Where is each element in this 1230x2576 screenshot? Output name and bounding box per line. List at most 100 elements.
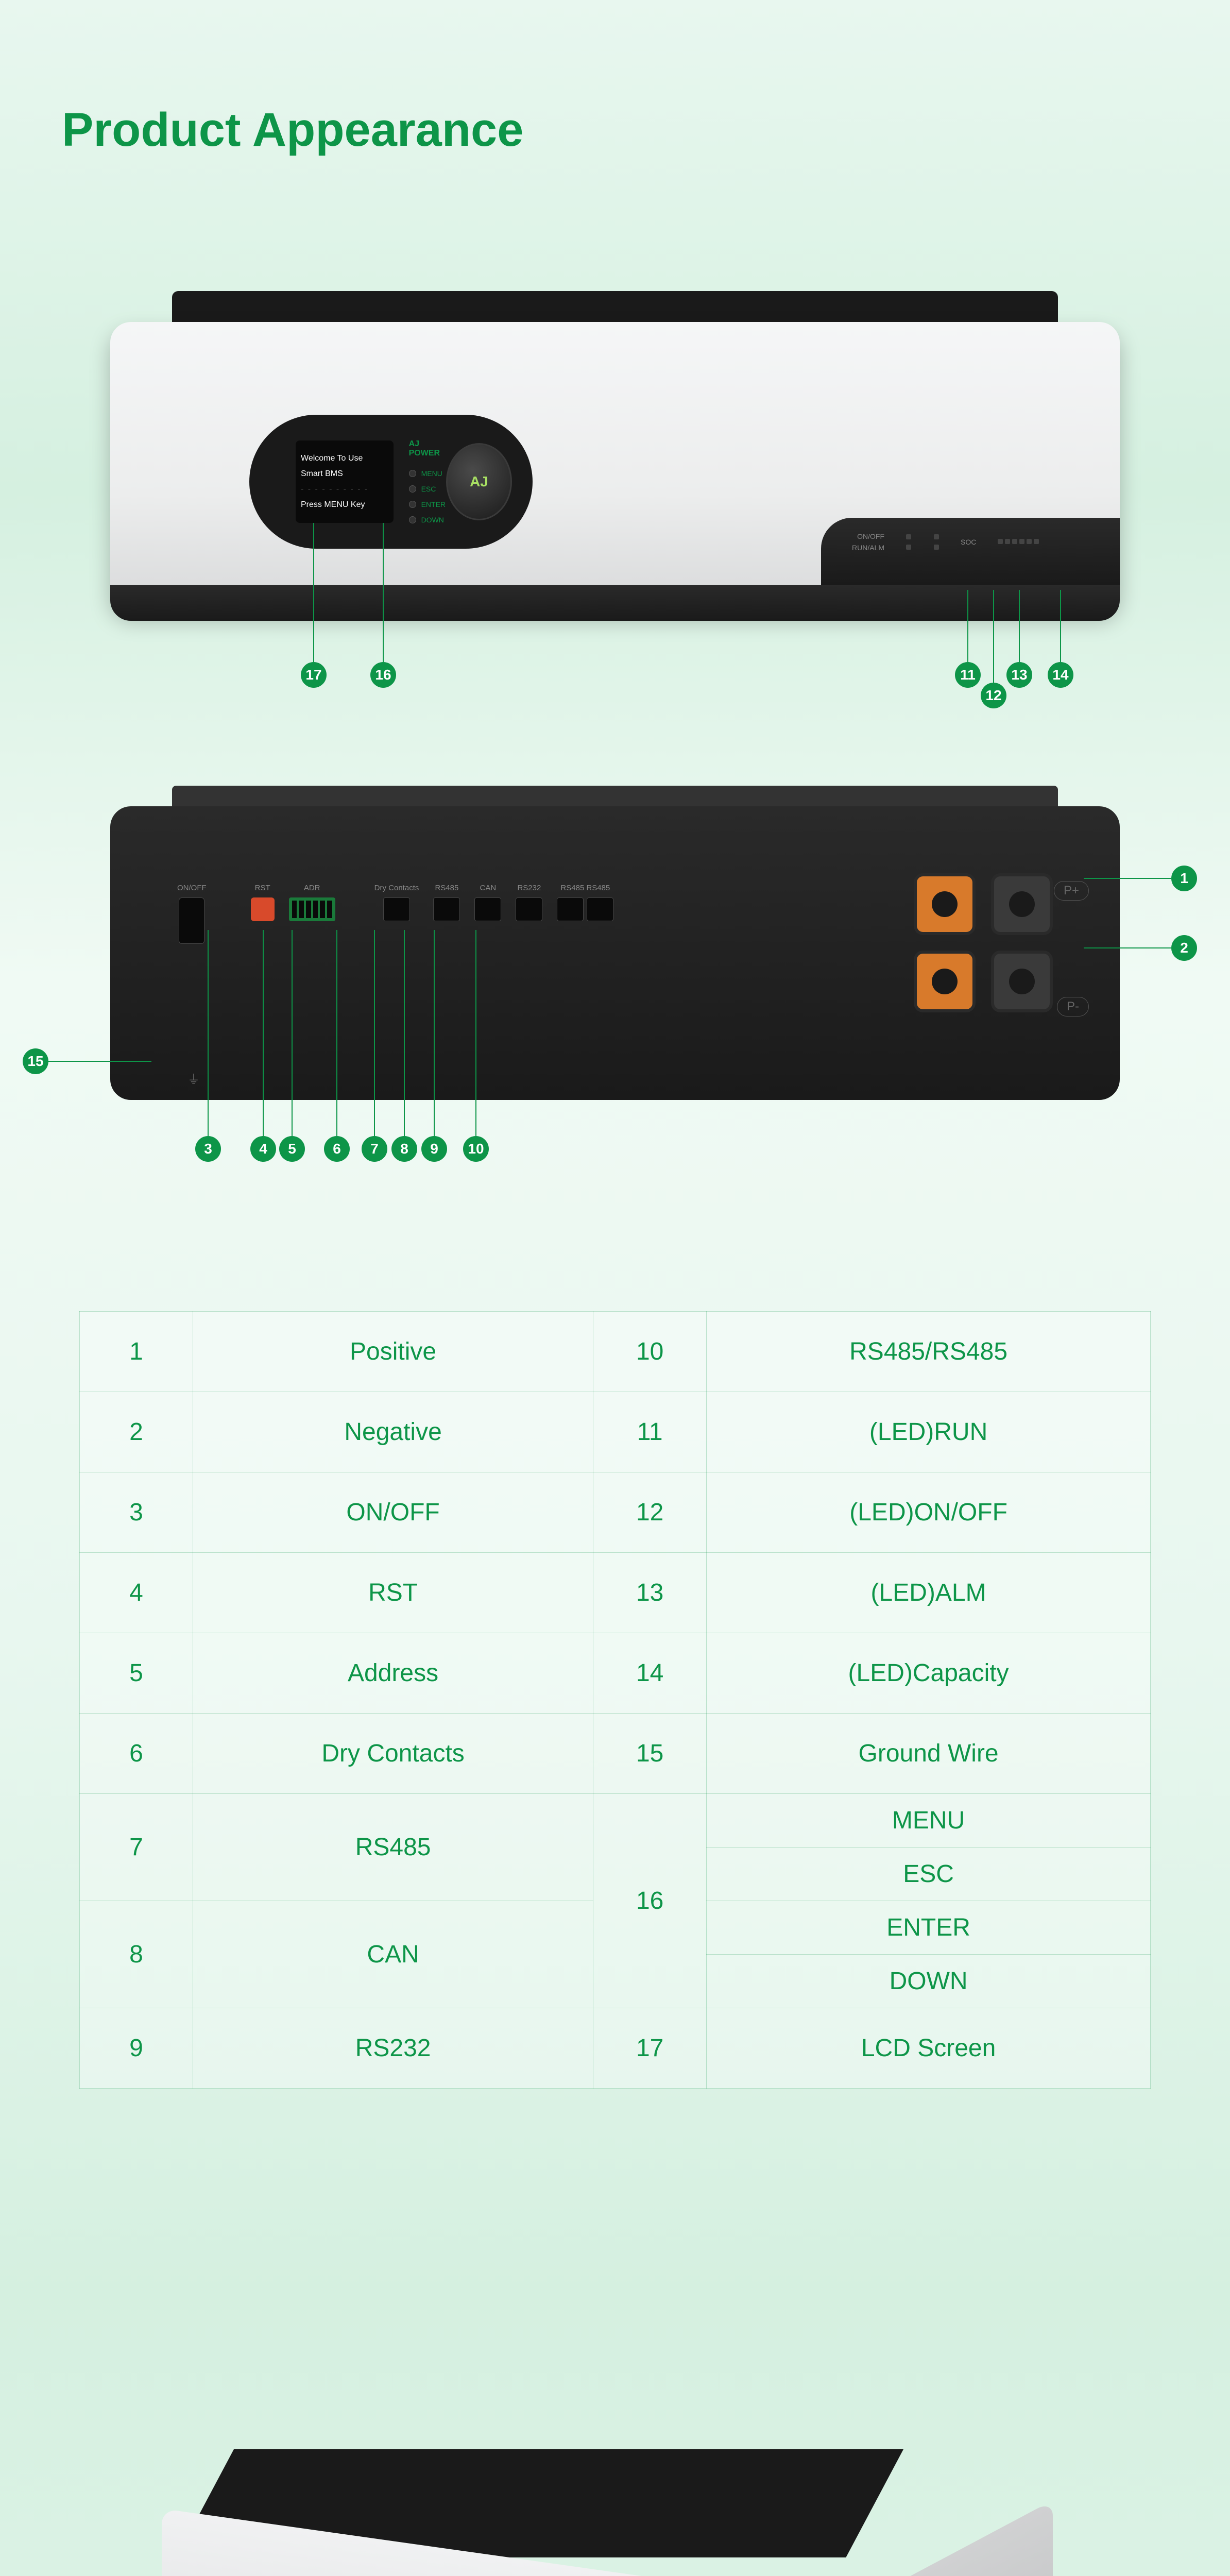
address-dip[interactable]: ADR [289,884,335,921]
callout-16: 16 [370,662,396,688]
positive-socket[interactable] [991,873,1053,935]
table-cell: RS485 [193,1794,593,1901]
table-row: 3ON/OFF12(LED)ON/OFF [80,1472,1151,1553]
table-cell: 8 [80,1901,193,2008]
callout-11: 11 [955,662,981,688]
led-onoff-label: ON/OFF [857,532,884,540]
led-strip: ON/OFF RUN/ALM SOC [852,532,1040,552]
table-cell: 4 [80,1553,193,1633]
led-indicator [906,545,911,550]
callout-12: 12 [981,683,1006,708]
callout-line [1019,590,1020,662]
table-cell: MENU [707,1794,1151,1848]
callout-4: 4 [250,1136,276,1162]
onoff-switch[interactable]: ON/OFF [177,884,207,944]
p-minus-label: P- [1057,997,1089,1016]
lcd-divider: - - - - - - - - - - [301,485,388,494]
led-indicator [934,545,939,550]
callout-line [967,590,968,662]
menu-button[interactable]: MENU [409,469,446,478]
negative-socket[interactable] [991,951,1053,1012]
front-notch: ON/OFF RUN/ALM SOC [821,518,1120,585]
legend-table: 1Positive10RS485/RS4852Negative11(LED)RU… [79,1311,1151,2089]
lcd-line: Smart BMS [301,469,388,479]
callout-line [336,930,337,1136]
callout-line [263,930,264,1136]
front-base [110,585,1120,621]
callout-1: 1 [1171,866,1197,891]
ground-icon: ⏚ [187,1069,200,1087]
iso-device: AJ [131,2449,955,2576]
callout-line [383,523,384,662]
callout-line [374,930,375,1136]
table-cell: 12 [593,1472,707,1553]
rs485-port[interactable]: RS485 [433,884,460,921]
table-cell: Dry Contacts [193,1714,593,1794]
lcd-button-column: AJ POWER MENU ESC ENTER DOWN [409,439,446,524]
led-soc-label: SOC [961,538,976,546]
table-row: 6Dry Contacts15Ground Wire [80,1714,1151,1794]
rst-button[interactable]: RST [251,884,275,921]
table-cell: (LED)Capacity [707,1633,1151,1714]
table-cell: (LED)ALM [707,1553,1151,1633]
table-cell: Address [193,1633,593,1714]
rs485-dual-port[interactable]: RS485 RS485 [557,884,613,921]
led-runalm-label: RUN/ALM [852,544,884,552]
table-cell: 6 [80,1714,193,1794]
table-row: 5Address14(LED)Capacity [80,1633,1151,1714]
lcd-line: Press MENU Key [301,500,388,510]
table-cell: ESC [707,1848,1151,1901]
can-port[interactable]: CAN [474,884,501,921]
p-plus-label: P+ [1054,881,1089,901]
table-cell: 7 [80,1794,193,1901]
led-indicator [934,534,939,539]
callout-line [1084,947,1171,948]
positive-terminal[interactable] [914,873,976,935]
iso-side [857,2500,1053,2576]
callout-line [993,590,994,683]
table-cell: (LED)RUN [707,1392,1151,1472]
callout-line [475,930,476,1136]
callout-17: 17 [301,662,327,688]
callout-line [404,930,405,1136]
led-indicator [906,534,911,539]
lcd-panel: Welcome To Use Smart BMS - - - - - - - -… [249,415,533,549]
callout-3: 3 [195,1136,221,1162]
rear-view: ON/OFF RST ADR Dry Contacts RS485 [79,786,1151,1177]
table-cell: 15 [593,1714,707,1794]
callout-10: 10 [463,1136,489,1162]
callout-line [434,930,435,1136]
callout-15: 15 [23,1048,48,1074]
table-cell: Positive [193,1312,593,1392]
table-cell: 2 [80,1392,193,1472]
isometric-view: AJ 635 mm 400 mm 197 mm [79,2398,1151,2576]
esc-button[interactable]: ESC [409,485,446,493]
table-cell: 16 [593,1794,707,2008]
rs232-port[interactable]: RS232 [516,884,542,921]
rear-body: ON/OFF RST ADR Dry Contacts RS485 [110,806,1120,1100]
table-cell: 5 [80,1633,193,1714]
lcd-screen: Welcome To Use Smart BMS - - - - - - - -… [296,440,394,523]
table-row: 1Positive10RS485/RS485 [80,1312,1151,1392]
callout-9: 9 [421,1136,447,1162]
callout-6: 6 [324,1136,350,1162]
table-cell: DOWN [707,1955,1151,2008]
down-button[interactable]: DOWN [409,516,446,524]
dry-contacts-port[interactable]: Dry Contacts [374,884,419,921]
table-cell: Negative [193,1392,593,1472]
callout-line [1060,590,1061,662]
negative-terminal[interactable] [914,951,976,1012]
table-cell: ENTER [707,1901,1151,1955]
page-title: Product Appearance [62,103,1168,157]
table-cell: LCD Screen [707,2008,1151,2089]
table-cell: Ground Wire [707,1714,1151,1794]
callout-14: 14 [1048,662,1073,688]
callout-8: 8 [391,1136,417,1162]
logo-badge: AJ [446,443,512,520]
table-cell: (LED)ON/OFF [707,1472,1151,1553]
callout-line [313,523,314,662]
table-row: 7RS48516MENU [80,1794,1151,1848]
table-cell: RS232 [193,2008,593,2089]
table-cell: 14 [593,1633,707,1714]
enter-button[interactable]: ENTER [409,500,446,509]
